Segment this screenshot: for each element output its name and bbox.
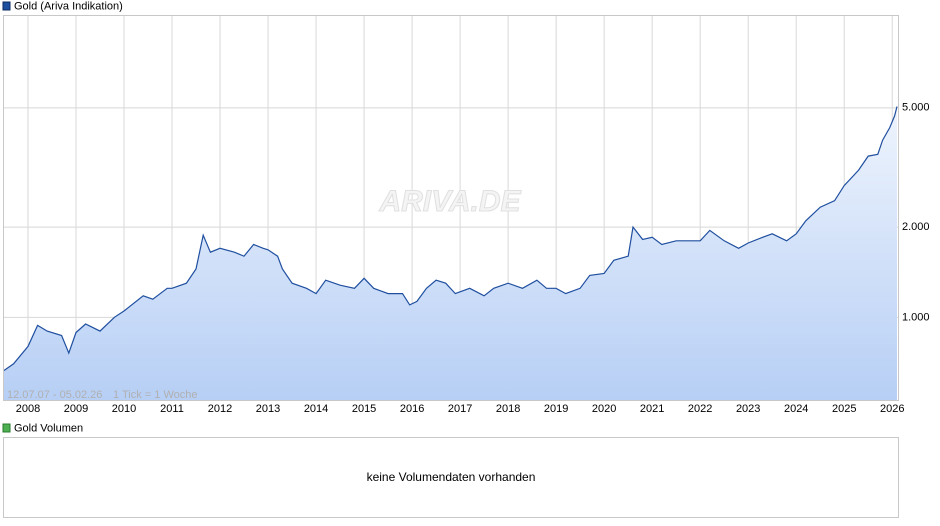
legend-swatch bbox=[2, 1, 11, 11]
x-tick-label: 2020 bbox=[592, 403, 616, 415]
x-tick-label: 2019 bbox=[544, 403, 568, 415]
x-tick-label: 2025 bbox=[832, 403, 856, 415]
tick-note: 1 Tick = 1 Woche bbox=[113, 389, 197, 401]
x-tick-label: 2012 bbox=[208, 403, 232, 415]
line bbox=[3, 106, 898, 371]
x-tick-label: 2024 bbox=[784, 403, 808, 415]
y-tick-label: 2.000 bbox=[902, 221, 930, 233]
x-tick-label: 2016 bbox=[400, 403, 424, 415]
date-range: 12.07.07 - 05.02.26 bbox=[7, 389, 102, 401]
x-tick-label: 2014 bbox=[304, 403, 328, 415]
legend-swatch bbox=[2, 423, 11, 433]
volume-title: Gold Volumen bbox=[14, 422, 83, 434]
plot-frame bbox=[3, 15, 899, 401]
x-tick-label: 2017 bbox=[448, 403, 472, 415]
chart-title: Gold (Ariva Indikation) bbox=[14, 0, 123, 12]
x-tick-label: 2022 bbox=[688, 403, 712, 415]
watermark: ARIVA.DE bbox=[378, 185, 521, 218]
volume-message: keine Volumendaten vorhanden bbox=[367, 470, 536, 484]
x-tick-label: 2013 bbox=[256, 403, 280, 415]
y-tick-label: 5.000 bbox=[902, 102, 930, 114]
x-tick-label: 2011 bbox=[160, 403, 184, 415]
x-tick-label: 2008 bbox=[16, 403, 40, 415]
y-tick-label: 1.000 bbox=[902, 311, 930, 323]
area bbox=[4, 106, 897, 400]
x-tick-label: 2009 bbox=[64, 403, 88, 415]
x-tick-label: 2023 bbox=[736, 403, 760, 415]
x-tick-label: 2010 bbox=[112, 403, 136, 415]
x-tick-label: 2021 bbox=[640, 403, 664, 415]
volume-frame bbox=[3, 437, 899, 518]
x-tick-label: 2026 bbox=[880, 403, 904, 415]
x-tick-label: 2015 bbox=[352, 403, 376, 415]
x-tick-label: 2018 bbox=[496, 403, 520, 415]
